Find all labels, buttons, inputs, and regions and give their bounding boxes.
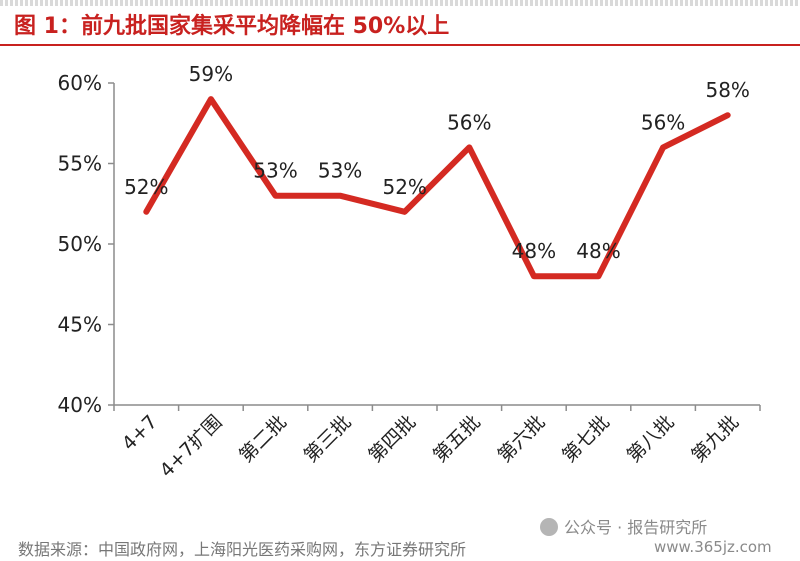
watermark: 公众号 · 报告研究所 bbox=[540, 514, 707, 538]
watermark-text: 公众号 · 报告研究所 bbox=[564, 518, 708, 537]
data-label: 56% bbox=[641, 110, 685, 134]
x-tick-label: 第五批 bbox=[429, 411, 485, 467]
data-label: 53% bbox=[253, 159, 297, 183]
series-line bbox=[143, 96, 731, 280]
website-watermark: www.365jz.com bbox=[654, 538, 772, 556]
x-tick-label: 第六批 bbox=[494, 411, 550, 467]
title-underline bbox=[0, 44, 800, 46]
source-note: 数据来源：中国政府网，上海阳光医药采购网，东方证券研究所 bbox=[18, 540, 467, 559]
data-label: 56% bbox=[447, 110, 491, 134]
y-tick-label: 60% bbox=[58, 71, 102, 95]
data-label: 48% bbox=[512, 239, 556, 263]
x-tick-label: 第三批 bbox=[300, 411, 356, 467]
x-tick-label: 第二批 bbox=[235, 411, 291, 467]
data-label: 48% bbox=[576, 239, 620, 263]
x-tick-label: 第四批 bbox=[364, 411, 420, 467]
data-label: 59% bbox=[189, 62, 233, 86]
x-tick-label: 4+7扩围 bbox=[156, 411, 227, 482]
y-tick-label: 50% bbox=[58, 232, 102, 256]
x-tick-label: 第九批 bbox=[687, 411, 743, 467]
wechat-icon bbox=[540, 518, 558, 536]
x-tick-label: 第八批 bbox=[623, 411, 679, 467]
y-tick-label: 40% bbox=[58, 393, 102, 417]
chart-title: 图 1：前九批国家集采平均降幅在 50%以上 bbox=[14, 14, 450, 39]
top-border bbox=[0, 0, 800, 6]
y-tick-label: 55% bbox=[58, 152, 102, 176]
data-label: 58% bbox=[705, 78, 749, 102]
x-tick-label: 第七批 bbox=[558, 411, 614, 467]
data-label: 53% bbox=[318, 159, 362, 183]
x-tick-label: 4+7 bbox=[118, 411, 162, 455]
data-label: 52% bbox=[124, 175, 168, 199]
y-tick-label: 45% bbox=[58, 313, 102, 337]
data-label: 52% bbox=[382, 175, 426, 199]
